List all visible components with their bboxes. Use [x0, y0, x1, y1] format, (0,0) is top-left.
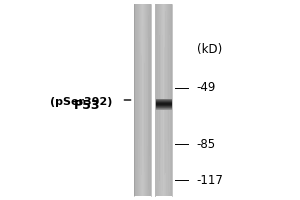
- Text: -117: -117: [196, 173, 224, 186]
- Text: (kD): (kD): [196, 44, 222, 56]
- Text: P53: P53: [74, 99, 100, 112]
- Text: (pSer392): (pSer392): [50, 97, 112, 107]
- Text: -85: -85: [196, 138, 216, 150]
- Text: -49: -49: [196, 81, 216, 94]
